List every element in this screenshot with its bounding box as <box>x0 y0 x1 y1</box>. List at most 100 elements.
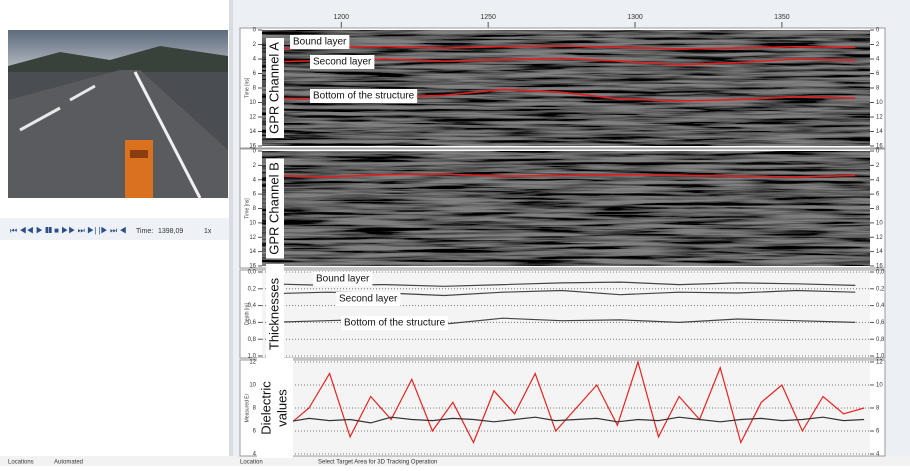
y-tick-label: 0,2 <box>248 286 257 292</box>
panel-title: Dielectric <box>258 381 273 435</box>
panel-title: GPR Channel A <box>266 42 281 134</box>
y-tick-label: 6 <box>876 71 880 77</box>
y-tick-label: 0 <box>253 149 257 155</box>
y-tick-label: 12 <box>876 115 883 121</box>
y-tick-label: 6 <box>253 71 257 77</box>
y-tick-label: 12 <box>249 235 256 241</box>
radargram <box>262 151 870 266</box>
status-bar <box>0 456 910 466</box>
y-tick-label: 12 <box>249 360 256 366</box>
x-tick-label: 1250 <box>480 14 496 21</box>
y-tick-label: 2 <box>253 163 257 169</box>
status-item[interactable]: Automated <box>54 460 83 466</box>
status-message: Select Target Area for 3D Tracking Opera… <box>318 460 437 466</box>
panel-title-box <box>257 358 293 458</box>
y-tick-label: 6 <box>253 429 257 435</box>
y-tick-label: 14 <box>876 249 883 255</box>
y-tick-label: 14 <box>876 129 883 135</box>
y-tick-label: 10 <box>249 100 256 106</box>
y-tick-label: 0,8 <box>248 337 257 343</box>
speed[interactable]: 1x <box>204 228 212 235</box>
y-tick-label: 6 <box>253 192 257 198</box>
y-tick-label: 8 <box>876 406 880 412</box>
annotation-box <box>336 292 401 306</box>
annotation-box <box>341 316 449 330</box>
panel-title: GPR Channel B <box>266 162 281 255</box>
y-tick-label: 14 <box>249 249 256 255</box>
y-tick-label: 0,8 <box>876 337 885 343</box>
y-tick-label: 14 <box>249 129 256 135</box>
y-tick-label: 1,0 <box>248 354 257 360</box>
panel-title-box <box>266 158 284 259</box>
panel-title-box <box>266 264 284 364</box>
x-tick-label: 1300 <box>627 14 643 21</box>
y-tick-label: 10 <box>876 220 883 226</box>
series-line <box>267 416 865 424</box>
annotation: Second layer <box>313 57 372 68</box>
radargram <box>262 30 870 146</box>
y-tick-label: 10 <box>876 383 883 389</box>
y-tick-label: 8 <box>253 406 257 412</box>
y-tick-label: 10 <box>876 100 883 106</box>
y-tick-label: 0,2 <box>876 286 885 292</box>
annotation: Bottom of the structure <box>313 91 415 102</box>
annotation-box <box>310 55 375 69</box>
location-label: Location <box>240 460 263 466</box>
y-tick-label: 2 <box>253 42 257 48</box>
time-value: 1398,09 <box>158 228 183 235</box>
y-tick-label: 12 <box>249 115 256 121</box>
y-axis-label: Depth [m] <box>244 303 250 325</box>
annotation-box <box>310 89 418 103</box>
video-controls <box>0 218 230 240</box>
series-line <box>267 173 856 178</box>
y-tick-label: 8 <box>876 206 880 212</box>
trace-axis <box>233 0 910 28</box>
y-axis-label: Time [ns] <box>244 77 250 98</box>
y-tick-label: 16 <box>249 264 256 270</box>
annotation: Bound layer <box>293 37 347 48</box>
y-tick-label: 16 <box>249 144 256 150</box>
panel-title: values <box>274 389 289 427</box>
y-tick-label: 2 <box>876 163 880 169</box>
y-tick-label: 6 <box>876 192 880 198</box>
y-tick-label: 8 <box>253 86 257 92</box>
y-tick-label: 1,0 <box>876 354 885 360</box>
y-tick-label: 0,4 <box>248 303 257 309</box>
annotation-box <box>290 35 350 49</box>
y-tick-label: 4 <box>253 57 257 63</box>
y-tick-label: 12 <box>876 235 883 241</box>
annotation: Bound layer <box>316 274 370 285</box>
y-tick-label: 4 <box>876 177 880 183</box>
y-tick-label: 0 <box>876 28 880 34</box>
y-tick-label: 0 <box>876 149 880 155</box>
y-tick-label: 0,4 <box>876 303 885 309</box>
x-tick-label: 1200 <box>334 14 350 21</box>
status-item[interactable]: Locations <box>8 460 34 466</box>
y-tick-label: 0 <box>253 28 257 34</box>
panel-title: Thicknesses <box>266 277 281 350</box>
y-tick-label: 4 <box>253 452 257 458</box>
x-tick-label: 1350 <box>774 14 790 21</box>
y-tick-label: 6 <box>876 429 880 435</box>
time-label: Time: <box>136 228 153 235</box>
y-tick-label: 4 <box>253 177 257 183</box>
y-tick-label: 4 <box>876 452 880 458</box>
annotation: Bottom of the structure <box>344 318 446 329</box>
y-tick-label: 16 <box>876 144 883 150</box>
y-tick-label: 10 <box>249 383 256 389</box>
y-tick-label: 8 <box>253 206 257 212</box>
y-tick-label: 2 <box>876 42 880 48</box>
y-axis-label: Time [ns] <box>244 198 250 219</box>
transport-buttons[interactable]: ⏮ ◀◀ ▶ ❚❚ ■ ▶▶ ⏭ ▶| |▶ ⏭ ◀ <box>10 226 127 235</box>
y-tick-label: 12 <box>876 360 883 366</box>
splitter[interactable] <box>229 0 233 466</box>
panel-title-box <box>266 38 284 138</box>
y-tick-label: 0,6 <box>876 320 885 326</box>
y-tick-label: 0,0 <box>248 270 257 276</box>
y-tick-label: 16 <box>876 264 883 270</box>
annotation: Second layer <box>339 294 398 305</box>
y-tick-label: 0,6 <box>248 320 257 326</box>
y-tick-label: 0,0 <box>876 270 885 276</box>
y-tick-label: 10 <box>249 220 256 226</box>
